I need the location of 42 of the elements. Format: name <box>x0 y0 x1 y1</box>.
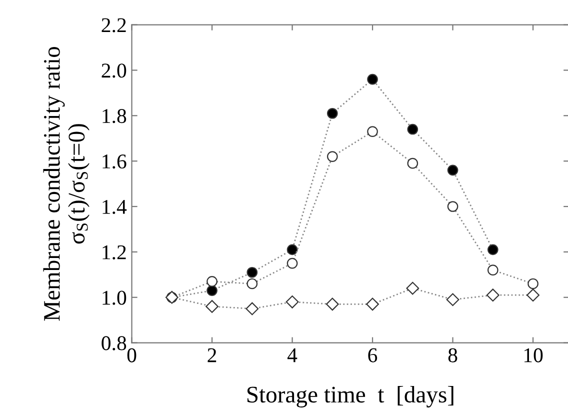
x-axis-title: Storage time t [days] <box>247 386 454 408</box>
point <box>487 264 498 276</box>
point <box>366 298 379 311</box>
point <box>286 295 299 308</box>
x-tick-label: 4 <box>287 348 298 362</box>
y-tick-label: 1.8 <box>102 109 126 124</box>
y-tick-label: 2.2 <box>102 18 126 32</box>
x-tick-label: 6 <box>368 348 378 362</box>
point <box>206 285 218 296</box>
point <box>447 164 458 176</box>
point <box>286 258 298 269</box>
y-tick-label: 1.2 <box>102 245 126 260</box>
point <box>406 282 420 295</box>
y-tick-label: 1.6 <box>102 154 126 169</box>
point <box>367 126 378 137</box>
point <box>326 108 338 119</box>
point <box>206 300 218 313</box>
point <box>206 276 218 287</box>
x-tick-label: 8 <box>448 348 458 362</box>
y-tick-label: 2.0 <box>102 64 126 78</box>
point <box>246 302 259 316</box>
point <box>246 266 258 278</box>
point <box>407 124 418 135</box>
point <box>246 278 258 290</box>
y-axis-title: Membrane conductivity ratio σ$_{S}$(t)/σ$_{S}$(t=0) <box>43 47 90 321</box>
point <box>526 288 540 302</box>
point <box>326 151 338 162</box>
x-tick-label: 10 <box>524 348 543 362</box>
point <box>326 298 339 311</box>
point <box>487 244 498 256</box>
point <box>407 158 418 169</box>
x-tick-label: 2 <box>208 348 216 362</box>
point <box>447 201 458 212</box>
point <box>446 293 460 306</box>
x-tick-label: 0 <box>127 348 136 362</box>
y-tick-label: 1.4 <box>102 200 127 214</box>
point <box>286 244 298 256</box>
point <box>528 278 538 290</box>
y-tick-label: 1.0 <box>102 290 126 305</box>
y-tick-label: 0.8 <box>102 336 126 350</box>
point <box>486 288 500 302</box>
point <box>367 74 378 85</box>
